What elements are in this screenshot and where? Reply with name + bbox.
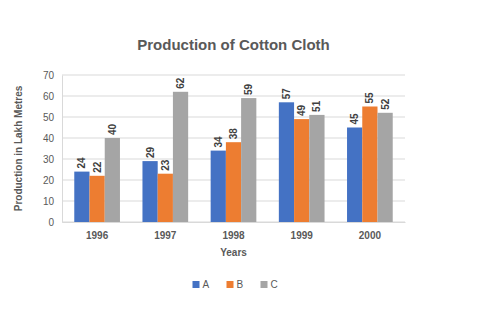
x-tick: 2000 — [359, 230, 382, 241]
legend-label: A — [203, 279, 210, 290]
y-tick-label: 0 — [48, 217, 54, 228]
bar — [309, 115, 324, 222]
x-axis: 1996 1997 1998 1999 2000 — [63, 223, 406, 242]
bar — [158, 174, 173, 222]
grid-line — [62, 75, 405, 76]
data-label: 24 — [76, 157, 87, 169]
x-tick: 1997 — [154, 230, 177, 241]
chart-title: Production of Cotton Cloth — [137, 36, 329, 53]
legend-item: A — [193, 279, 210, 290]
data-label: 57 — [281, 88, 292, 100]
x-tick-label: 1996 — [86, 230, 109, 241]
y-axis-line — [62, 76, 63, 223]
x-tick-label: 1997 — [154, 230, 177, 241]
x-tick: 1999 — [291, 230, 314, 241]
bar — [226, 142, 241, 222]
bar — [211, 151, 226, 222]
y-tick: 30 — [43, 154, 62, 165]
legend-item: B — [227, 279, 244, 290]
data-label: 45 — [349, 113, 360, 125]
data-label: 52 — [380, 98, 391, 110]
bars — [74, 92, 392, 222]
data-label: 23 — [160, 159, 171, 171]
y-tick: 40 — [43, 133, 62, 144]
data-label: 49 — [296, 105, 307, 117]
bar — [377, 113, 392, 222]
y-tick-label: 10 — [43, 196, 55, 207]
bar — [294, 119, 309, 222]
y-tick: 70 — [43, 70, 62, 81]
y-tick-label: 50 — [43, 112, 55, 123]
y-tick: 20 — [43, 175, 62, 186]
legend-swatch — [227, 281, 234, 288]
x-tick-label: 2000 — [359, 230, 382, 241]
y-tick-label: 70 — [43, 70, 55, 81]
data-label: 22 — [92, 161, 103, 173]
y-axis: 0 10 20 30 40 50 60 70 — [43, 70, 63, 228]
bar — [142, 161, 157, 222]
x-tick: 1998 — [222, 230, 245, 241]
grid — [62, 75, 405, 222]
y-axis-title: Production in Lakh Metres — [13, 85, 24, 211]
x-axis-title: Years — [220, 247, 247, 258]
y-tick: 50 — [43, 112, 62, 123]
y-tick-label: 20 — [43, 175, 55, 186]
bar — [279, 102, 294, 222]
data-label: 34 — [213, 136, 224, 148]
bar — [241, 98, 256, 222]
data-labels: 24 29 34 57 45 22 23 38 49 55 40 62 59 51 52 — [76, 77, 390, 173]
legend-label: B — [237, 279, 244, 290]
y-tick: 10 — [43, 196, 62, 207]
plot-area: 0 10 20 30 40 50 60 70 1996 1997 1998 1999 2000 24 29 3… — [43, 70, 406, 241]
y-tick-label: 30 — [43, 154, 55, 165]
bar — [105, 138, 120, 222]
legend-item: C — [261, 279, 278, 290]
chart: Production of Cotton Cloth 0 10 20 30 40 50 60 7… — [0, 0, 480, 322]
y-tick-label: 40 — [43, 133, 55, 144]
data-label: 29 — [145, 147, 156, 159]
legend-label: C — [271, 279, 278, 290]
grid-line — [62, 96, 405, 97]
bar — [90, 176, 105, 222]
legend-swatch — [261, 281, 268, 288]
x-axis-line — [63, 222, 406, 223]
bar — [74, 172, 89, 222]
data-label: 62 — [175, 77, 186, 89]
data-label: 51 — [311, 100, 322, 112]
data-label: 59 — [243, 84, 254, 96]
data-label: 40 — [107, 123, 118, 135]
legend: A B C — [193, 279, 278, 290]
x-tick: 1996 — [86, 230, 109, 241]
y-tick: 60 — [43, 91, 62, 102]
legend-swatch — [193, 281, 200, 288]
bar — [347, 128, 362, 223]
data-label: 55 — [364, 92, 375, 104]
data-label: 38 — [228, 128, 239, 140]
x-tick-label: 1999 — [291, 230, 314, 241]
bar — [362, 107, 377, 223]
bar — [173, 92, 188, 222]
x-tick-label: 1998 — [222, 230, 245, 241]
y-tick: 0 — [48, 217, 62, 228]
y-tick-label: 60 — [43, 91, 55, 102]
